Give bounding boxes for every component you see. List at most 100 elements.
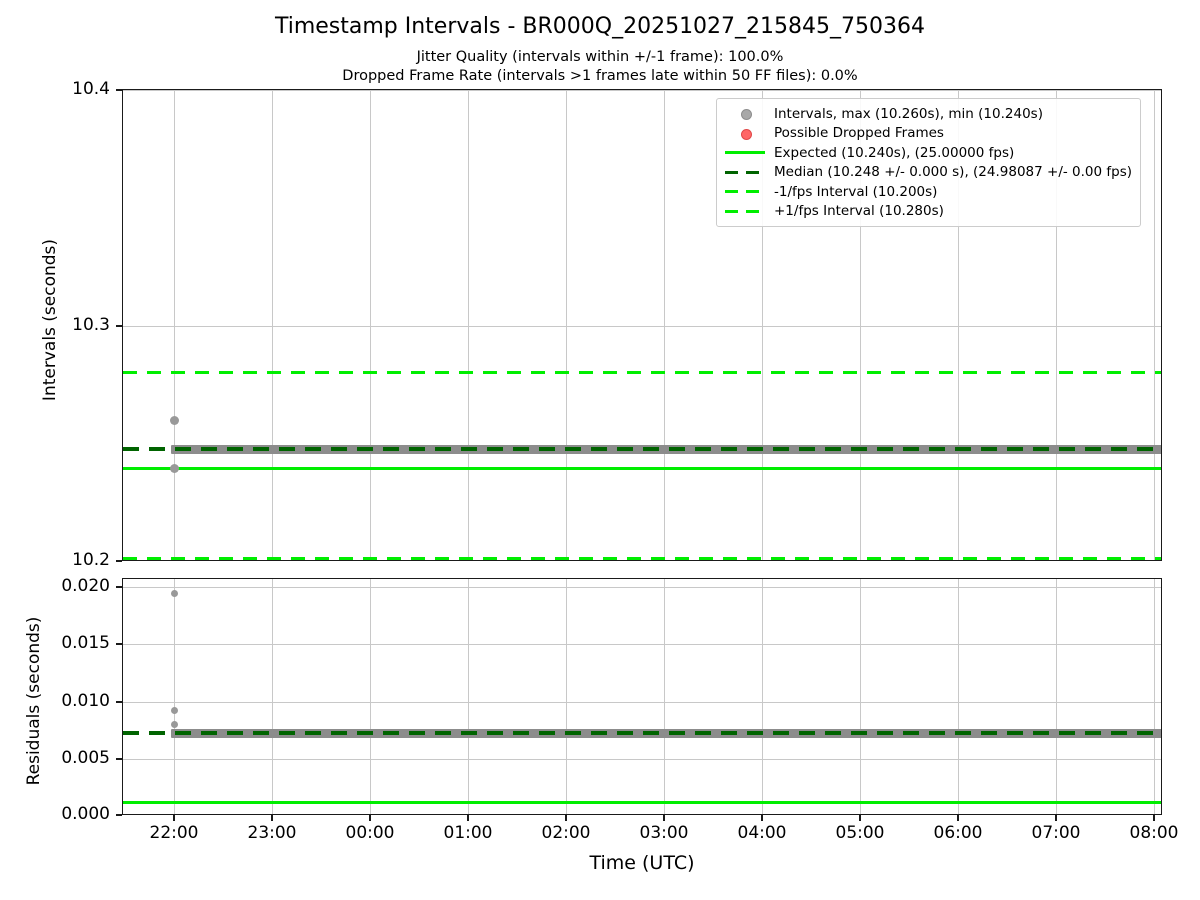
ticklabel-y-10-3: 10.3: [72, 315, 110, 335]
minus-one-fps-line: [123, 557, 1161, 560]
dashed-line-icon: [725, 190, 765, 194]
gridline-res-0-005: [123, 759, 1161, 760]
plus-one-fps-line: [123, 371, 1161, 375]
tick-x-2200: [173, 815, 175, 821]
ticklabel-x-0500: 05:00: [835, 823, 885, 843]
gridline-x-0800: [1154, 90, 1155, 560]
tick-x-0000: [369, 815, 371, 821]
gridline-res-x-0200: [566, 579, 567, 814]
circle-marker-icon: [740, 128, 752, 140]
legend-label-median: Median (10.248 +/- 0.000 s), (24.98087 +…: [774, 164, 1133, 181]
ticklabel-x-0400: 04:00: [737, 823, 787, 843]
legend-key-minus-one-fps: [723, 183, 767, 201]
legend-item-median[interactable]: Median (10.248 +/- 0.000 s), (24.98087 +…: [723, 163, 1132, 183]
tick-res-0-010: [116, 701, 122, 703]
gridline-res-0-015: [123, 644, 1161, 645]
interval-min-point: [169, 463, 179, 473]
ticklabel-x-0000: 00:00: [345, 823, 395, 843]
tick-x-0200: [565, 815, 567, 821]
gridline-y-10-3: [123, 326, 1161, 327]
ticklabel-res-0-005: 0.005: [61, 748, 110, 768]
ticklabel-y-10-4: 10.4: [72, 79, 110, 99]
median-residual-line: [123, 731, 1161, 735]
chart-subtitle-jitter-quality: Jitter Quality (intervals within +/-1 fr…: [416, 49, 784, 65]
legend-key-expected: [723, 144, 767, 162]
tick-x-0100: [467, 815, 469, 821]
legend-item-expected[interactable]: Expected (10.240s), (25.00000 fps): [723, 143, 1132, 163]
residual-secondary-point-1: [170, 706, 178, 714]
gridline-x-0700: [1056, 90, 1057, 560]
gridline-x-0100: [468, 90, 469, 560]
median-interval-line: [123, 447, 1161, 451]
gridline-res-x-0000: [370, 579, 371, 814]
legend-item-dropped-frames[interactable]: Possible Dropped Frames: [723, 124, 1132, 144]
tick-x-0500: [859, 815, 861, 821]
chart-legend[interactable]: Intervals, max (10.260s), min (10.240s) …: [716, 98, 1142, 227]
gridline-res-x-0600: [958, 579, 959, 814]
legend-label-intervals: Intervals, max (10.260s), min (10.240s): [774, 105, 1043, 122]
dashed-line-icon: [725, 170, 765, 174]
gridline-res-x-0700: [1056, 579, 1057, 814]
legend-item-intervals[interactable]: Intervals, max (10.260s), min (10.240s): [723, 104, 1132, 124]
gridline-x-0000: [370, 90, 371, 560]
tick-y-10-4: [116, 89, 122, 91]
legend-label-dropped-frames: Possible Dropped Frames: [774, 125, 944, 142]
legend-item-plus-one-fps[interactable]: +1/fps Interval (10.280s): [723, 202, 1132, 222]
y-axis-label-residuals: Residuals (seconds): [24, 616, 44, 786]
legend-key-median: [723, 163, 767, 181]
ticklabel-y-10-2: 10.2: [72, 550, 110, 570]
circle-marker-icon: [740, 109, 752, 121]
gridline-res-x-2300: [272, 579, 273, 814]
gridline-x-0600: [958, 90, 959, 560]
gridline-res-x-0300: [664, 579, 665, 814]
page-title: Timestamp Intervals - BR000Q_20251027_21…: [274, 14, 926, 39]
gridline-x-2200: [174, 90, 175, 560]
gridline-res-0-010: [123, 702, 1161, 703]
legend-label-minus-one-fps: -1/fps Interval (10.200s): [774, 183, 938, 200]
gridline-res-x-0800: [1154, 579, 1155, 814]
legend-key-dropped-frames: [723, 124, 767, 142]
tick-res-0-005: [116, 758, 122, 760]
tick-x-0600: [957, 815, 959, 821]
tick-res-0-020: [116, 586, 122, 588]
tick-y-10-3: [116, 325, 122, 327]
ticklabel-x-0100: 01:00: [443, 823, 493, 843]
legend-label-expected: Expected (10.240s), (25.00000 fps): [774, 144, 1015, 161]
gridline-y-10-4: [123, 90, 1161, 91]
gridline-res-0-020: [123, 587, 1161, 588]
tick-res-0-015: [116, 643, 122, 645]
legend-key-plus-one-fps: [723, 202, 767, 220]
gridline-x-0300: [664, 90, 665, 560]
gridline-res-x-0100: [468, 579, 469, 814]
residuals-plot-inner: [123, 579, 1161, 814]
tick-x-0300: [663, 815, 665, 821]
chart-subtitle-dropped-frame-rate: Dropped Frame Rate (intervals >1 frames …: [342, 68, 858, 84]
ticklabel-x-0800: 08:00: [1129, 823, 1179, 843]
residual-secondary-point-2: [170, 720, 178, 728]
gridline-res-x-0500: [860, 579, 861, 814]
legend-item-minus-one-fps[interactable]: -1/fps Interval (10.200s): [723, 182, 1132, 202]
intervals-plot-inner: [123, 90, 1161, 560]
ticklabel-x-2200: 22:00: [149, 823, 199, 843]
ticklabel-x-0600: 06:00: [933, 823, 983, 843]
y-axis-label-intervals: Intervals (seconds): [40, 238, 60, 402]
gridline-x-0200: [566, 90, 567, 560]
residuals-plot-area: [122, 578, 1162, 815]
ticklabel-x-0300: 03:00: [639, 823, 689, 843]
ticklabel-x-0200: 02:00: [541, 823, 591, 843]
solid-line-icon: [725, 151, 765, 155]
gridline-x-0400: [762, 90, 763, 560]
tick-y-10-2: [116, 560, 122, 562]
x-axis-label: Time (UTC): [589, 852, 695, 874]
dashed-line-icon: [725, 209, 765, 213]
gridline-x-2300: [272, 90, 273, 560]
tick-x-2300: [271, 815, 273, 821]
ticklabel-res-0-010: 0.010: [61, 691, 110, 711]
gridline-x-0500: [860, 90, 861, 560]
legend-label-plus-one-fps: +1/fps Interval (10.280s): [774, 203, 944, 220]
gridline-res-x-2200: [174, 579, 175, 814]
expected-interval-line: [123, 467, 1161, 470]
legend-key-intervals: [723, 105, 767, 123]
ticklabel-res-0-015: 0.015: [61, 633, 110, 653]
